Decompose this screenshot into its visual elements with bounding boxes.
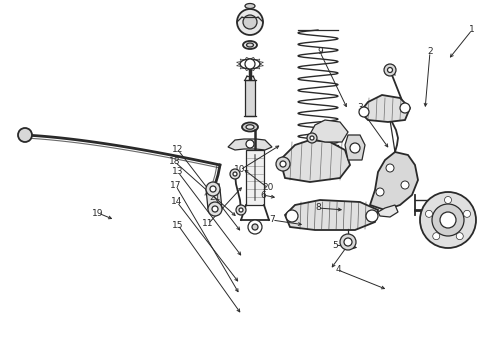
Bar: [245, 80, 255, 116]
Polygon shape: [250, 57, 255, 60]
Text: 4: 4: [335, 266, 341, 274]
Circle shape: [246, 140, 254, 148]
Polygon shape: [250, 68, 255, 71]
Circle shape: [243, 15, 257, 29]
Polygon shape: [285, 200, 378, 230]
Circle shape: [230, 169, 240, 179]
Polygon shape: [206, 189, 222, 209]
Polygon shape: [259, 62, 264, 64]
Polygon shape: [240, 59, 245, 62]
Circle shape: [366, 210, 378, 222]
Polygon shape: [280, 140, 350, 182]
Circle shape: [350, 143, 360, 153]
Text: 13: 13: [172, 167, 184, 176]
Ellipse shape: [246, 125, 254, 129]
Text: 12: 12: [172, 145, 184, 154]
Circle shape: [310, 136, 314, 140]
Polygon shape: [255, 59, 260, 62]
Circle shape: [425, 210, 433, 217]
Circle shape: [237, 9, 263, 35]
Circle shape: [440, 212, 456, 228]
Circle shape: [280, 161, 286, 167]
Text: 20: 20: [262, 184, 274, 193]
Text: 11: 11: [202, 220, 214, 229]
Text: 15: 15: [172, 220, 184, 230]
Text: 1: 1: [469, 26, 475, 35]
Circle shape: [206, 182, 220, 196]
Ellipse shape: [243, 41, 257, 49]
Text: 2: 2: [427, 48, 433, 57]
Circle shape: [307, 133, 317, 143]
Ellipse shape: [245, 4, 255, 9]
Text: 3: 3: [357, 104, 363, 112]
Polygon shape: [308, 120, 348, 142]
Text: 9: 9: [317, 48, 323, 57]
Polygon shape: [360, 95, 410, 122]
Circle shape: [236, 205, 246, 215]
Circle shape: [401, 181, 409, 189]
Ellipse shape: [246, 43, 253, 47]
Ellipse shape: [242, 122, 258, 131]
Circle shape: [359, 107, 369, 117]
Text: 18: 18: [169, 158, 181, 166]
Circle shape: [286, 210, 298, 222]
Circle shape: [344, 238, 352, 246]
Polygon shape: [228, 139, 272, 150]
Circle shape: [444, 197, 451, 203]
Polygon shape: [237, 62, 242, 64]
Circle shape: [239, 208, 243, 212]
Polygon shape: [245, 68, 250, 71]
Circle shape: [376, 188, 384, 196]
Circle shape: [18, 128, 32, 142]
Text: 10: 10: [234, 166, 246, 175]
Text: 16: 16: [342, 240, 354, 249]
Circle shape: [400, 103, 410, 113]
Circle shape: [388, 68, 392, 72]
Circle shape: [433, 233, 440, 240]
Polygon shape: [370, 152, 418, 210]
Circle shape: [248, 220, 262, 234]
Circle shape: [276, 157, 290, 171]
Polygon shape: [345, 135, 365, 160]
Circle shape: [245, 59, 255, 69]
Circle shape: [420, 192, 476, 248]
Text: 7: 7: [269, 216, 275, 225]
Polygon shape: [378, 205, 398, 217]
Circle shape: [212, 206, 218, 212]
Text: 17: 17: [170, 181, 182, 190]
Polygon shape: [245, 57, 250, 60]
Text: 6: 6: [260, 190, 266, 199]
Circle shape: [386, 164, 394, 172]
Circle shape: [464, 210, 470, 217]
Text: 8: 8: [315, 203, 321, 212]
Circle shape: [456, 233, 463, 240]
Polygon shape: [259, 64, 264, 67]
Circle shape: [384, 64, 396, 76]
Polygon shape: [240, 67, 245, 69]
Text: 14: 14: [172, 198, 183, 207]
Circle shape: [233, 172, 237, 176]
Circle shape: [252, 224, 258, 230]
Circle shape: [208, 202, 222, 216]
Circle shape: [210, 186, 216, 192]
Bar: [246, 150, 264, 205]
Polygon shape: [237, 64, 242, 67]
Text: 21: 21: [209, 194, 220, 202]
Circle shape: [340, 234, 356, 250]
Polygon shape: [255, 67, 260, 69]
Text: 5: 5: [332, 240, 338, 249]
Text: 19: 19: [92, 208, 104, 217]
Circle shape: [432, 204, 464, 236]
